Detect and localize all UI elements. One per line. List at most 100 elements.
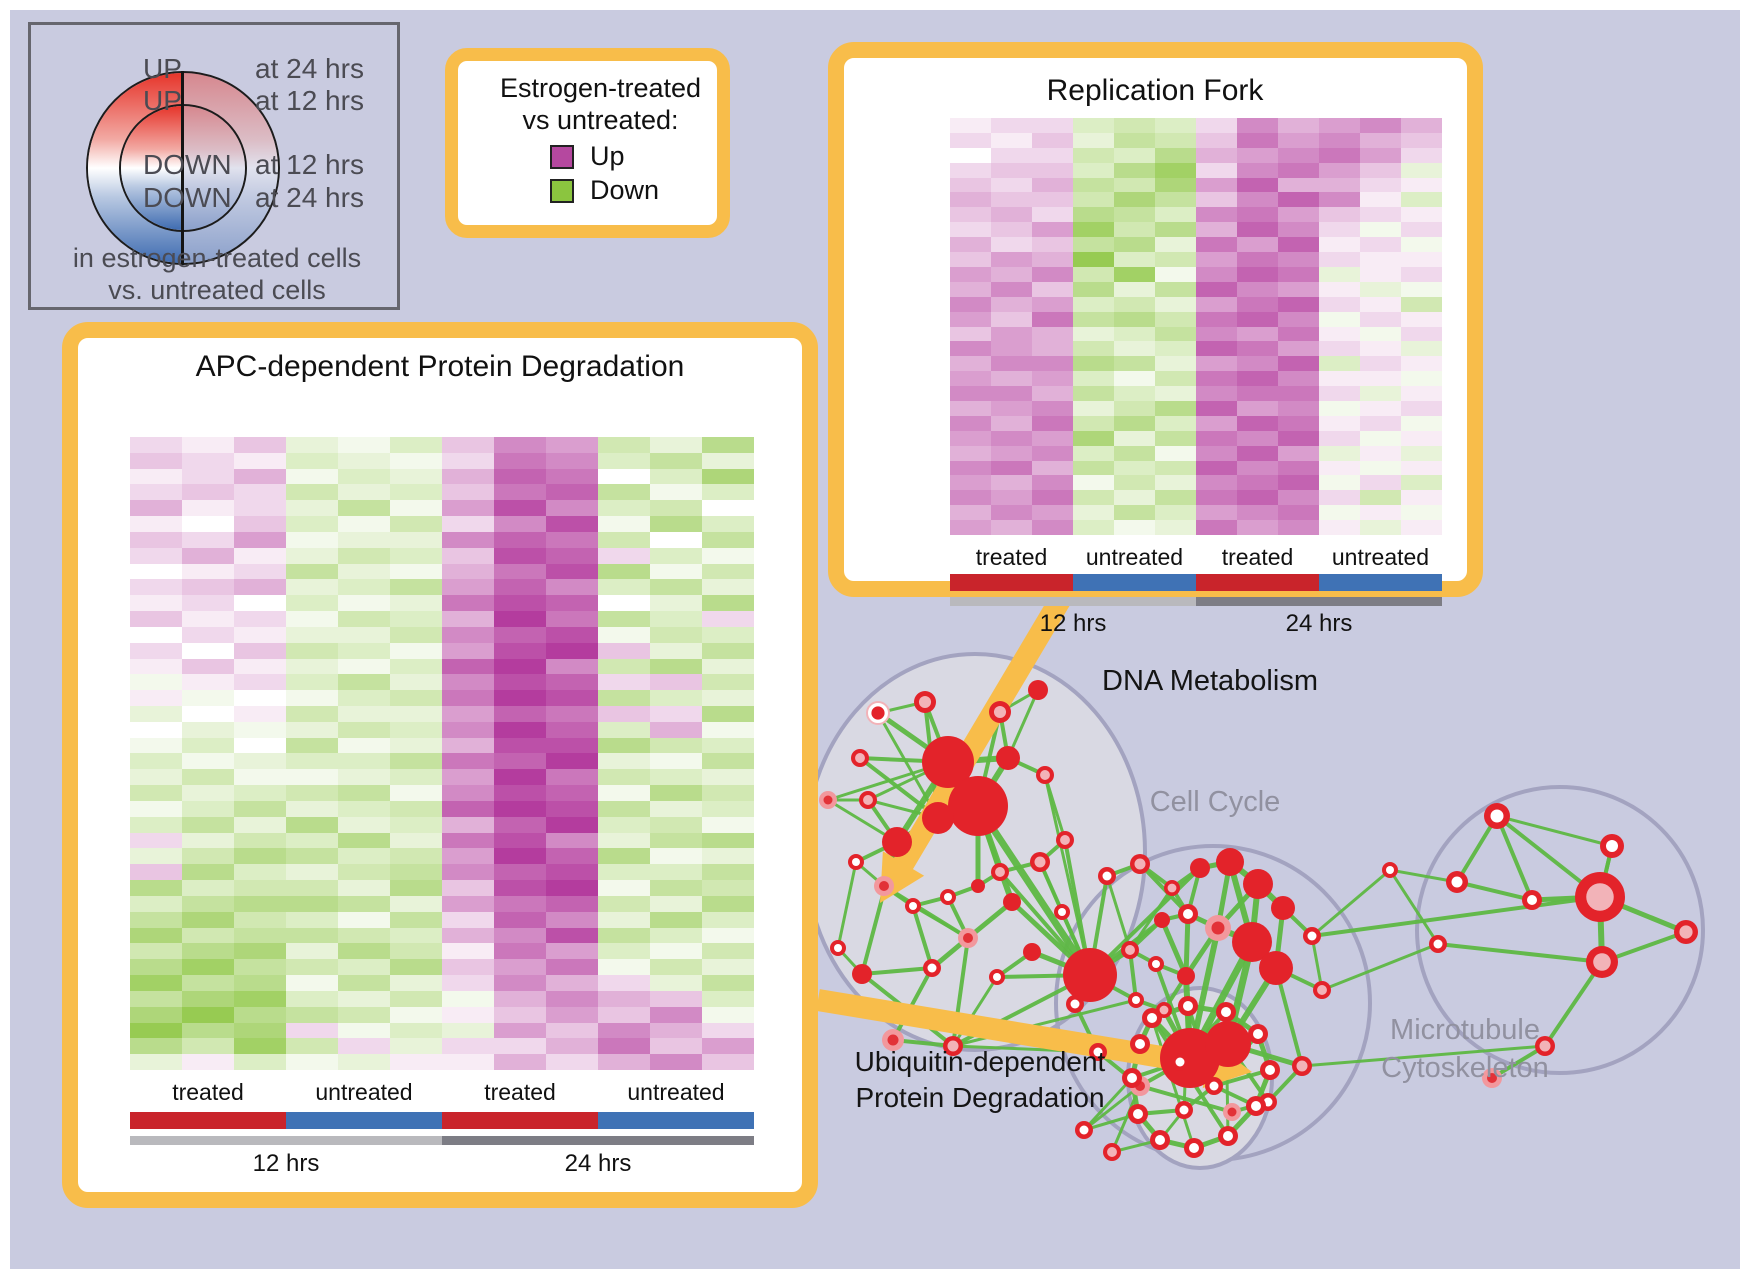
heatmap-cell bbox=[130, 959, 182, 976]
heatmap-cell bbox=[234, 642, 286, 659]
heatmap-cell bbox=[598, 848, 650, 865]
heatmap-cell bbox=[442, 563, 494, 580]
heatmap-cell bbox=[950, 490, 991, 506]
heatmap-cell bbox=[1073, 118, 1114, 133]
heatmap-cell bbox=[390, 785, 442, 801]
heatmap-cell bbox=[494, 816, 546, 833]
heatmap-cell bbox=[286, 595, 338, 612]
heatmap-cell bbox=[286, 690, 338, 707]
heatmap-cell bbox=[1196, 415, 1237, 431]
heatmap-cell bbox=[1073, 460, 1114, 476]
heatmap-cell bbox=[390, 579, 442, 596]
heatmap-cell bbox=[338, 626, 390, 643]
heatmap-cell bbox=[1401, 505, 1442, 521]
heatmap-cell bbox=[494, 674, 546, 691]
heatmap-cell bbox=[702, 452, 754, 469]
heatmap-cell bbox=[991, 207, 1032, 223]
heatmap-cell bbox=[1319, 281, 1360, 297]
heatmap-cell bbox=[390, 1006, 442, 1023]
heatmap-cell bbox=[130, 864, 182, 881]
heatmap-cell bbox=[1360, 207, 1401, 223]
heatmap-cell bbox=[286, 737, 338, 754]
heatmap-cell bbox=[1319, 162, 1360, 178]
heatmap-cell bbox=[1032, 192, 1073, 208]
heatmap-cell bbox=[390, 674, 442, 691]
heatmap-cell bbox=[702, 531, 754, 548]
heatmap-cell bbox=[1196, 192, 1237, 208]
heatmap-cell bbox=[1278, 177, 1319, 193]
heatmap-cell bbox=[991, 296, 1032, 312]
heatmap-cell bbox=[598, 690, 650, 707]
heatmap-cell bbox=[130, 690, 182, 707]
rf-24hrs-label: 24 hrs bbox=[1285, 610, 1353, 637]
heatmap-cell bbox=[1155, 237, 1196, 253]
heatmap-cell bbox=[546, 674, 598, 691]
heatmap-cell bbox=[702, 990, 754, 1007]
heatmap-cell bbox=[338, 595, 390, 612]
heatmap-cell bbox=[1073, 445, 1114, 461]
heatmap-cell bbox=[702, 468, 754, 485]
heatmap-cell bbox=[1032, 252, 1073, 267]
heatmap-cell bbox=[1237, 400, 1278, 416]
heatmap-cell bbox=[286, 864, 338, 881]
heatmap-cell bbox=[650, 437, 702, 453]
cluster-label-ubiquitin-line1: Ubiquitin-dependent bbox=[854, 1046, 1106, 1077]
heatmap-cell bbox=[598, 500, 650, 517]
heatmap-cell bbox=[1114, 162, 1155, 178]
heatmap-cell bbox=[991, 147, 1032, 163]
heatmap-cell bbox=[650, 642, 702, 659]
apc-untreated-bar-12 bbox=[286, 1112, 442, 1129]
heatmap-cell bbox=[1278, 311, 1319, 327]
heatmap-cell bbox=[234, 753, 286, 770]
heatmap-cell bbox=[130, 611, 182, 627]
heatmap-cell bbox=[991, 132, 1032, 148]
heatmap-cell bbox=[1237, 147, 1278, 163]
heatmap-cell bbox=[130, 927, 182, 944]
heatmap-cell bbox=[234, 864, 286, 881]
heatmap-cell bbox=[1032, 266, 1073, 282]
heatmap-cell bbox=[286, 911, 338, 928]
heatmap-cell bbox=[390, 864, 442, 881]
heatmap-cell bbox=[338, 990, 390, 1007]
heatmap-cell bbox=[338, 658, 390, 675]
heatmap-cell bbox=[494, 943, 546, 960]
heatmap-cell bbox=[546, 737, 598, 754]
heatmap-cell bbox=[338, 959, 390, 976]
heatmap-cell bbox=[390, 1038, 442, 1055]
heatmap-cell bbox=[234, 975, 286, 991]
heatmap-cell bbox=[991, 281, 1032, 297]
heatmap-cell bbox=[338, 1006, 390, 1023]
heatmap-cell bbox=[494, 437, 546, 453]
heatmap-cell bbox=[1319, 415, 1360, 431]
heatmap-cell bbox=[650, 880, 702, 896]
heatmap-cell bbox=[546, 816, 598, 833]
heatmap-cell bbox=[1073, 520, 1114, 535]
heatmap-cell bbox=[546, 1054, 598, 1070]
heatmap-cell bbox=[598, 626, 650, 643]
heatmap-cell bbox=[442, 800, 494, 817]
heatmap-cell bbox=[650, 484, 702, 501]
heatmap-cell bbox=[598, 927, 650, 944]
heatmap-cell bbox=[182, 484, 234, 501]
heatmap-cell bbox=[130, 563, 182, 580]
heatmap-cell bbox=[650, 721, 702, 738]
heatmap-cell bbox=[338, 785, 390, 801]
heatmap-cell bbox=[338, 880, 390, 896]
heatmap-cell bbox=[1401, 386, 1442, 401]
heatmap-cell bbox=[1032, 341, 1073, 357]
heatmap-cell bbox=[1114, 400, 1155, 416]
heatmap-cell bbox=[1032, 222, 1073, 238]
heatmap-cell bbox=[494, 864, 546, 881]
heatmap-cell bbox=[1278, 192, 1319, 208]
heatmap-cell bbox=[1114, 296, 1155, 312]
heatmap-cell bbox=[702, 706, 754, 722]
heatmap-cell bbox=[546, 516, 598, 532]
heatmap-cell bbox=[130, 531, 182, 548]
heatmap-cell bbox=[494, 500, 546, 517]
heatmap-cell bbox=[234, 484, 286, 501]
heatmap-cell bbox=[1360, 520, 1401, 535]
heatmap-cell bbox=[1237, 460, 1278, 476]
heatmap-cell bbox=[390, 468, 442, 485]
rf-untreated-bar-24 bbox=[1319, 574, 1442, 591]
heatmap-cell bbox=[1155, 192, 1196, 208]
